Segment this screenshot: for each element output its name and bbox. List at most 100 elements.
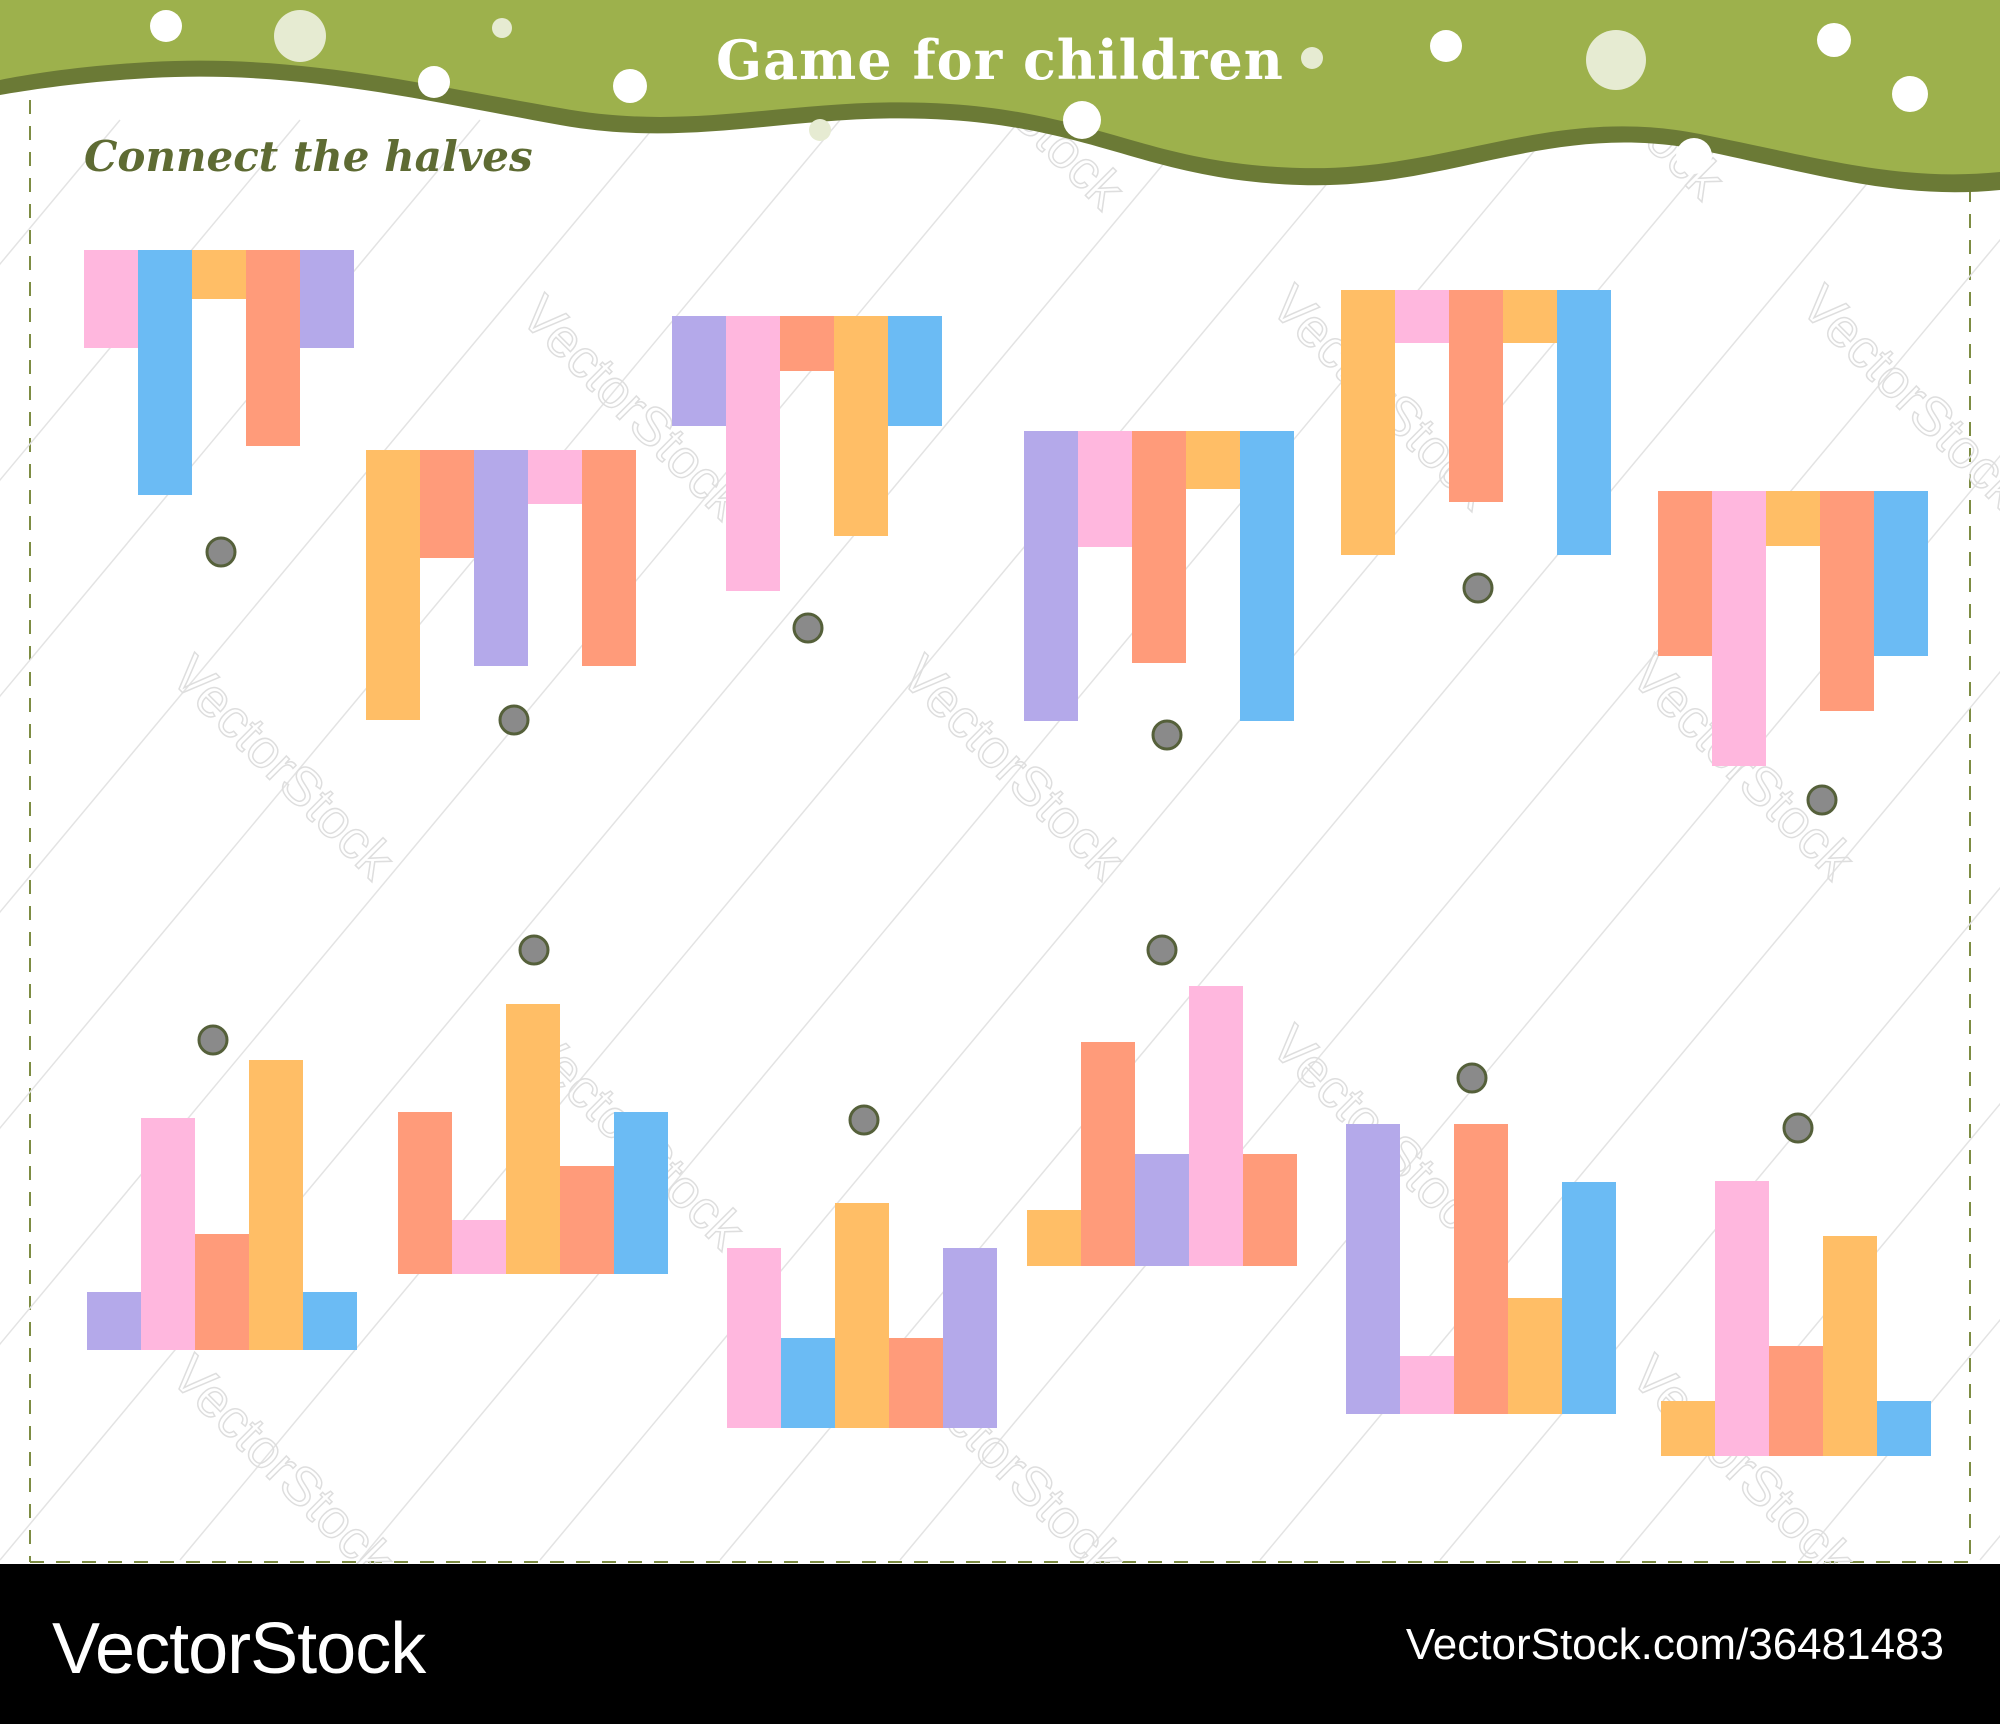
bottom-halves-group: [87, 934, 1931, 1456]
bar-salmon: [1769, 1346, 1823, 1456]
connect-dot[interactable]: [1806, 784, 1838, 816]
bar-pink: [1712, 491, 1766, 766]
bar-pink: [1400, 1356, 1454, 1414]
bar-salmon: [420, 450, 474, 558]
bar-salmon: [560, 1166, 614, 1274]
bar-pink: [1395, 290, 1449, 343]
top-half-6[interactable]: [1658, 491, 1928, 816]
bar-pink: [1715, 1181, 1769, 1456]
bar-blue: [303, 1292, 357, 1350]
bottom-half-1[interactable]: [87, 1024, 357, 1350]
bar-orange: [835, 1203, 889, 1428]
top-half-4[interactable]: [1024, 431, 1294, 751]
bar-purple: [672, 316, 726, 426]
bar-pink: [141, 1118, 195, 1350]
connect-dot[interactable]: [1456, 1062, 1488, 1094]
bar-pink: [727, 1248, 781, 1428]
bar-purple: [943, 1248, 997, 1428]
bar-pink: [1078, 431, 1132, 547]
bottom-half-6[interactable]: [1661, 1112, 1931, 1456]
watermark-line: [1619, 1102, 2000, 1561]
bar-pink: [528, 450, 582, 504]
bar-pink: [84, 250, 138, 348]
watermark-line: [0, 119, 841, 1130]
connect-dot[interactable]: [205, 536, 237, 568]
bar-orange: [1186, 431, 1240, 489]
bar-blue: [1874, 491, 1928, 656]
watermark-text: VectorStock: [160, 1344, 407, 1591]
top-half-5[interactable]: [1341, 290, 1611, 604]
bar-salmon: [246, 250, 300, 446]
connect-dot[interactable]: [1462, 572, 1494, 604]
bar-orange: [192, 250, 246, 299]
bar-orange: [1766, 491, 1820, 546]
bar-blue: [138, 250, 192, 495]
bar-salmon: [1820, 491, 1874, 711]
watermark-line: [179, 119, 1381, 1561]
bar-blue: [1557, 290, 1611, 555]
bar-pink: [1189, 986, 1243, 1266]
bottom-half-4[interactable]: [1027, 934, 1297, 1266]
bar-salmon: [889, 1338, 943, 1428]
connect-dot[interactable]: [792, 612, 824, 644]
bar-blue: [1240, 431, 1294, 721]
watermark-line: [1979, 1534, 2000, 1561]
bar-purple: [300, 250, 354, 348]
connect-dot[interactable]: [848, 1104, 880, 1136]
decorative-dots: [150, 10, 1928, 174]
watermark-text: VectorStock: [890, 644, 1137, 891]
bar-purple: [1135, 1154, 1189, 1266]
connect-dot[interactable]: [498, 704, 530, 736]
top-half-3[interactable]: [672, 316, 942, 644]
top-halves-group: [84, 250, 1928, 816]
bar-blue: [1877, 1401, 1931, 1456]
bar-purple: [1024, 431, 1078, 721]
bar-salmon: [398, 1112, 452, 1274]
bar-salmon: [1658, 491, 1712, 656]
bar-salmon: [1243, 1154, 1297, 1266]
brand-logo: VectorStock: [52, 1609, 426, 1689]
bar-blue: [1562, 1182, 1616, 1414]
connect-dot[interactable]: [1782, 1112, 1814, 1144]
dashed-border: [29, 100, 1971, 1563]
bar-orange: [1027, 1210, 1081, 1266]
bar-blue: [614, 1112, 668, 1274]
bar-orange: [1503, 290, 1557, 343]
bottom-half-3[interactable]: [727, 1104, 997, 1428]
bar-salmon: [780, 316, 834, 371]
bar-salmon: [1132, 431, 1186, 663]
bar-orange: [1661, 1401, 1715, 1456]
watermark-line: [1079, 454, 2000, 1561]
connect-dot[interactable]: [1151, 719, 1183, 751]
watermark-line: [1439, 886, 2000, 1561]
bar-orange: [834, 316, 888, 536]
top-half-1[interactable]: [84, 250, 354, 568]
page-title: Game for children: [716, 28, 1284, 92]
bar-orange: [1508, 1298, 1562, 1414]
footer-bar: VectorStock VectorStock.com/36481483: [0, 1564, 2000, 1724]
bottom-half-5[interactable]: [1346, 1062, 1616, 1414]
top-half-2[interactable]: [366, 450, 636, 736]
bottom-half-2[interactable]: [398, 934, 668, 1274]
connect-dot[interactable]: [1146, 934, 1178, 966]
bar-salmon: [582, 450, 636, 666]
header-band: [0, 0, 2000, 193]
watermark-line: [0, 119, 301, 482]
bar-orange: [506, 1004, 560, 1274]
bar-salmon: [1449, 290, 1503, 502]
watermark-text: VectorStock: [1790, 274, 2000, 521]
watermark-line: [0, 119, 661, 914]
instruction-text: Connect the halves: [84, 132, 533, 181]
bar-orange: [366, 450, 420, 720]
image-id: VectorStock.com/36481483: [1405, 1620, 1944, 1669]
bar-orange: [249, 1060, 303, 1350]
bar-purple: [87, 1292, 141, 1350]
bar-salmon: [1081, 1042, 1135, 1266]
bar-salmon: [1454, 1124, 1508, 1414]
connect-dot[interactable]: [197, 1024, 229, 1056]
watermark-line: [719, 119, 1921, 1561]
watermark-line: [899, 238, 2000, 1561]
connect-dot[interactable]: [518, 934, 550, 966]
